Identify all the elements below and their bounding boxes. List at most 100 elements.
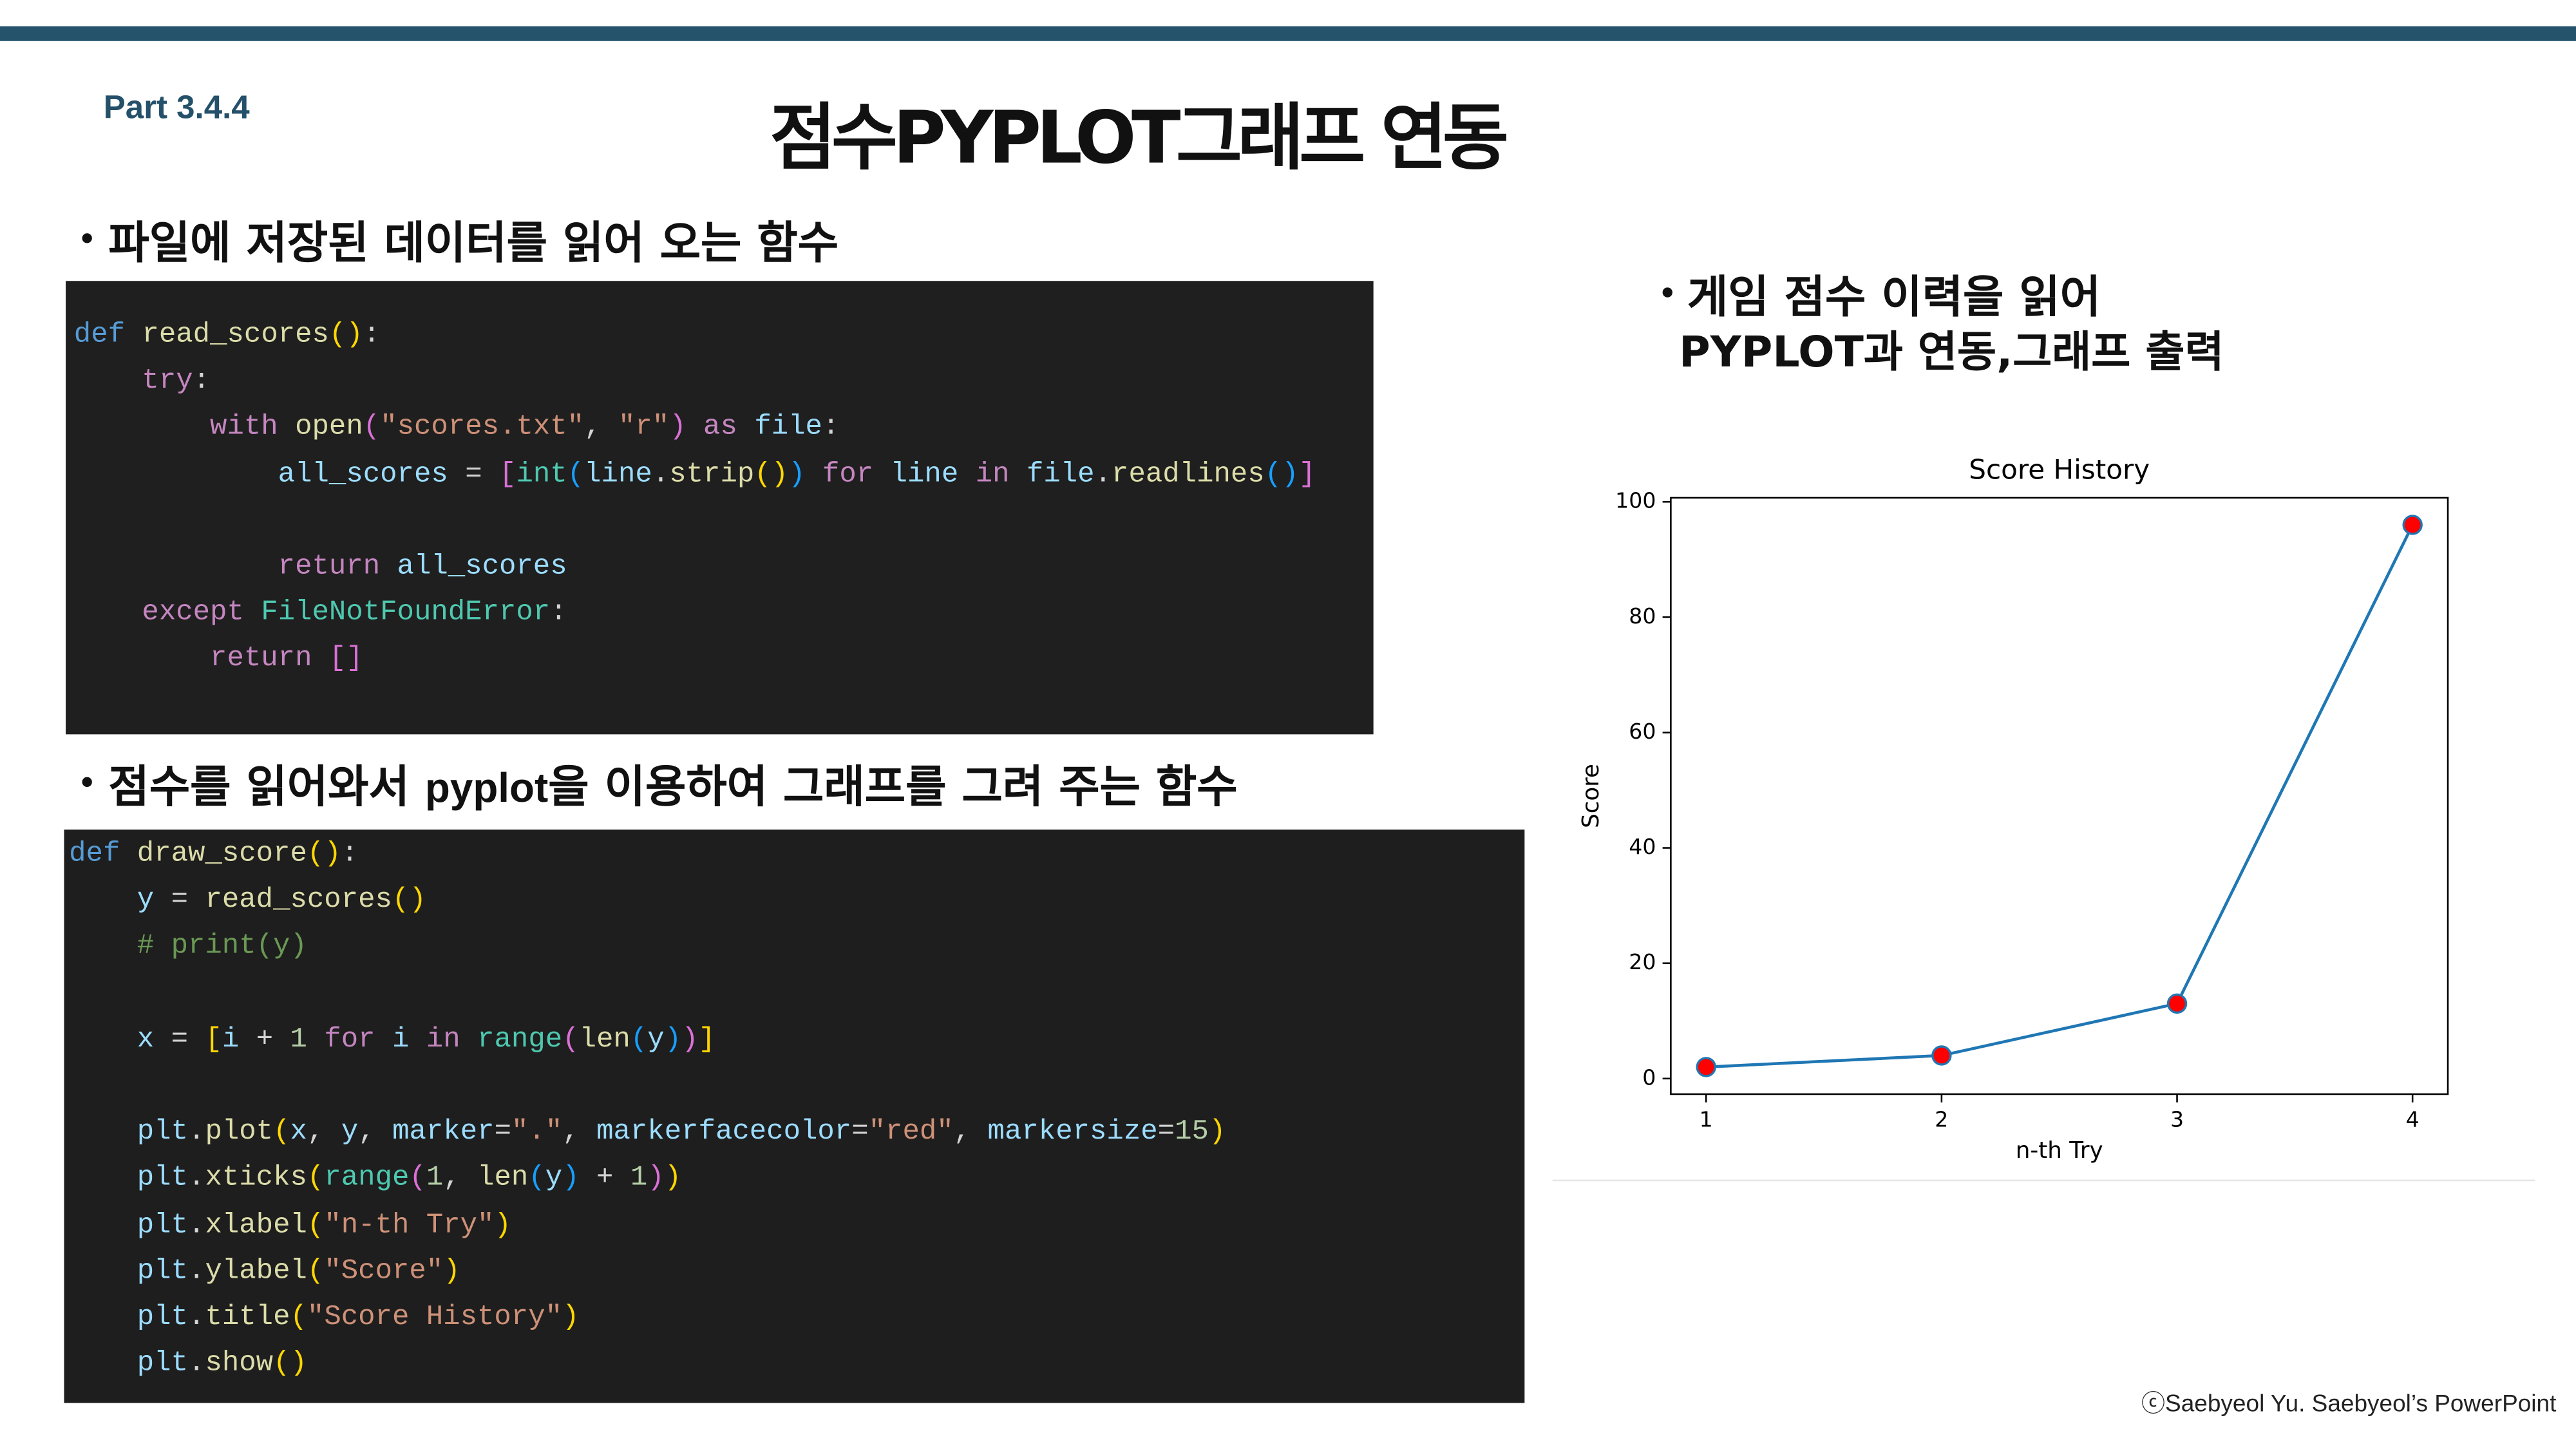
code-token: + (579, 1163, 630, 1195)
code-token: # print(y) (69, 932, 307, 963)
code-token: ) (443, 1256, 460, 1288)
y-tick-label: 20 (1629, 949, 1656, 974)
code-token: plot (205, 1117, 274, 1149)
code-token: plt (69, 1117, 189, 1149)
bullet (82, 233, 92, 243)
code-token: file (1026, 459, 1095, 491)
point-marker (2402, 515, 2423, 535)
code-token: ylabel (205, 1256, 307, 1288)
code-token: ( (567, 459, 585, 491)
code-token: 15 (1175, 1117, 1209, 1149)
code-token: "Score" (324, 1256, 444, 1288)
code-token: ( (307, 1209, 325, 1242)
code-token: ) (562, 1163, 580, 1195)
code-token: + (239, 1025, 290, 1056)
code-token: = (1157, 1117, 1175, 1149)
section-heading: 점수를 읽어와서 pyplot을 이용하여 그래프를 그려 주는 함수 (108, 751, 1237, 815)
code-token: ( (307, 1256, 325, 1288)
code-line: plt.xlabel("n-th Try") (69, 1204, 1524, 1250)
code-token: : (822, 413, 840, 444)
slide-title: 점수PYPLOT그래프 연동 (770, 97, 1509, 181)
code-token: ) (664, 1025, 682, 1056)
code-token: "n-th Try" (324, 1209, 495, 1242)
code-token: y (69, 886, 155, 917)
code-token: = (154, 1025, 205, 1056)
code-token: xticks (205, 1163, 307, 1195)
code-token: in (958, 459, 1027, 491)
code-token: file (754, 413, 822, 444)
code-token: ( (273, 1117, 290, 1149)
code-token: ( (409, 1163, 426, 1195)
separator (1552, 1179, 2535, 1182)
code-token: . (1094, 459, 1112, 491)
code-line: plt.ylabel("Score") (69, 1250, 1524, 1296)
code-token: plt (69, 1209, 189, 1242)
code-line: x = [i + 1 for i in range(len(y))] (69, 1018, 1524, 1065)
code-token: "r" (618, 413, 670, 444)
code-token: i (222, 1025, 240, 1056)
code-token: () (1264, 459, 1299, 491)
code-token: ] (698, 1025, 715, 1056)
code-token: ) (494, 1209, 511, 1242)
code-token: ) (562, 1302, 580, 1334)
point-marker (1931, 1045, 1952, 1066)
code-token: all_scores (397, 551, 567, 583)
code-token: marker (392, 1117, 495, 1149)
code-token: y (545, 1163, 563, 1195)
code-line: # print(y) (69, 925, 1524, 972)
bullet (82, 777, 92, 787)
code-token: def (73, 320, 142, 352)
bullet (1662, 287, 1672, 298)
code-token: , (443, 1163, 478, 1195)
x-axis-label: n-th Try (2016, 1137, 2103, 1164)
code-line: try: (74, 360, 1374, 406)
code-token: x (69, 1025, 155, 1056)
code-token: . (188, 1349, 205, 1381)
code-token: ) (669, 413, 687, 444)
code-token: xlabel (205, 1209, 307, 1242)
heading-code-word: pyplot (424, 765, 549, 812)
point-marker (1696, 1057, 1716, 1077)
code-token: ( (528, 1163, 545, 1195)
code-token: plt (69, 1256, 189, 1288)
code-token: , (953, 1117, 988, 1149)
code-token: . (188, 1302, 205, 1334)
y-tick-label: 0 (1642, 1065, 1656, 1090)
code-token: : (341, 839, 359, 871)
code-token: 1 (290, 1025, 307, 1056)
code-token: "scores.txt" (380, 413, 585, 444)
code-token: open (295, 413, 363, 444)
part-label: Part 3.4.4 (103, 90, 250, 127)
code-token: except (73, 598, 261, 630)
code-token: markerfacecolor (596, 1117, 852, 1149)
code-token: for (805, 459, 891, 491)
y-tick-label: 60 (1629, 719, 1656, 744)
x-tick-label: 4 (2406, 1106, 2420, 1132)
code-token: x (290, 1117, 307, 1149)
code-token: read_scores (142, 320, 329, 352)
code-token: , (307, 1117, 341, 1149)
code-token: ( (562, 1025, 580, 1056)
code-token: "Score History" (307, 1302, 563, 1334)
code-token: () (328, 320, 363, 352)
code-token: 1 (630, 1163, 648, 1195)
code-block: def read_scores(): try: with open("score… (66, 281, 1374, 735)
y-axis-label: Score (1578, 764, 1604, 828)
code-token: line (890, 459, 959, 491)
code-token: . (188, 1163, 205, 1195)
top-bar (0, 26, 2576, 41)
code-token: all_scores (73, 459, 448, 491)
code-token: for (307, 1025, 393, 1056)
code-token: . (652, 459, 670, 491)
code-token: ) (647, 1163, 665, 1195)
code-token: def (69, 839, 137, 871)
code-line: plt.xticks(range(1, len(y) + 1)) (69, 1157, 1524, 1204)
code-token: draw_score (137, 839, 307, 871)
code-line: with open("scores.txt", "r") as file: (74, 406, 1374, 453)
code-token: y (647, 1025, 665, 1056)
code-line: plt.plot(x, y, marker=".", markerfacecol… (69, 1111, 1524, 1157)
code-token: line (584, 459, 652, 491)
code-token: () (307, 839, 341, 871)
code-token: with (73, 413, 296, 444)
